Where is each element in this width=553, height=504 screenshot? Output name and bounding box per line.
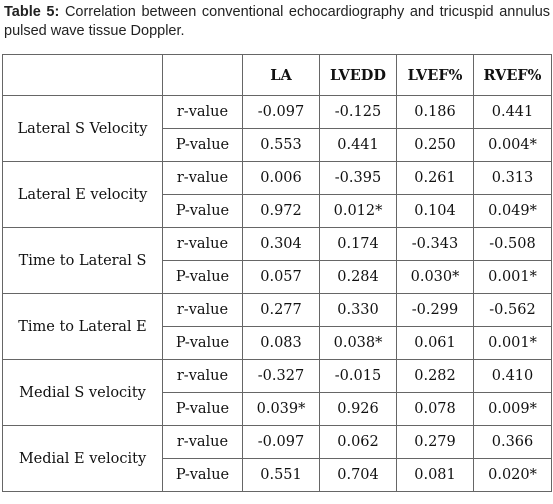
table-cell: 0.083 [242, 326, 320, 360]
table-row: P-value 0.083 0.038* 0.061 0.001* [3, 326, 552, 360]
table-cell: 0.001* [473, 260, 552, 294]
table-cell: -0.015 [319, 359, 397, 393]
table-cell: 0.004* [473, 128, 552, 162]
table-cell: 0.366 [473, 425, 552, 459]
header-cell: LVEF% [396, 54, 474, 96]
table-row: P-value 0.972 0.012* 0.104 0.049* [3, 194, 552, 228]
table-cell: 0.704 [319, 458, 397, 492]
stat-label: r-value [162, 425, 243, 459]
table-cell: 0.284 [319, 260, 397, 294]
table-cell: 0.551 [242, 458, 320, 492]
table-row: Medial E velocity r-value -0.097 0.062 0.279… [2, 425, 552, 492]
table-cell: 0.030* [396, 260, 474, 294]
table-cell: 0.926 [319, 392, 397, 426]
stat-label: P-value [162, 128, 243, 162]
table-cell: 0.441 [473, 95, 552, 129]
table-cell: 0.279 [396, 425, 474, 459]
table-cell: 0.038* [319, 326, 397, 360]
stat-label: P-value [162, 326, 243, 360]
table-cell: 0.250 [396, 128, 474, 162]
table-cell: 0.049* [473, 194, 552, 228]
header-cell: LVEDD [319, 54, 397, 96]
stat-label: P-value [162, 194, 243, 228]
table-cell: 0.006 [242, 161, 320, 195]
table-row: Lateral E velocity r-value 0.006 -0.395 0.26… [2, 161, 552, 228]
measure-label: Medial S velocity [2, 359, 163, 426]
table-cell: -0.097 [242, 95, 320, 129]
stat-label: P-value [162, 458, 243, 492]
stat-label: r-value [162, 161, 243, 195]
table-cell: 0.441 [319, 128, 397, 162]
table-cell: 0.277 [242, 293, 320, 327]
table-cell: 0.104 [396, 194, 474, 228]
caption-text: Correlation between conventional echocar… [4, 4, 551, 39]
table-cell: 0.057 [242, 260, 320, 294]
table-cell: 0.313 [473, 161, 552, 195]
table-cell: 0.009* [473, 392, 552, 426]
table-cell: 0.078 [396, 392, 474, 426]
stat-label: r-value [162, 227, 243, 261]
table-cell: -0.097 [242, 425, 320, 459]
table-cell: 0.020* [473, 458, 552, 492]
header-row: LA LVEDD LVEF% RVEF% [2, 54, 552, 96]
measure-label: Medial E velocity [2, 425, 163, 492]
table-cell: 0.061 [396, 326, 474, 360]
table-cell: 0.001* [473, 326, 552, 360]
table-cell: -0.395 [319, 161, 397, 195]
correlation-table: LA LVEDD LVEF% RVEF% Lateral S Velocity r… [2, 54, 552, 492]
table-cell: -0.508 [473, 227, 552, 261]
stat-label: P-value [162, 392, 243, 426]
table-cell: 0.282 [396, 359, 474, 393]
stat-label: P-value [162, 260, 243, 294]
table-cell: -0.562 [473, 293, 552, 327]
table-cell: 0.553 [242, 128, 320, 162]
table-cell: 0.186 [396, 95, 474, 129]
stat-label: r-value [162, 95, 243, 129]
measure-label: Time to Lateral E [2, 293, 163, 360]
header-cell: LA [242, 54, 320, 96]
table-cell: 0.062 [319, 425, 397, 459]
table-row: P-value 0.551 0.704 0.081 0.020* [3, 458, 552, 492]
stat-label: r-value [162, 293, 243, 327]
measure-label: Lateral S Velocity [2, 95, 163, 162]
table-row: Lateral S Velocity r-value -0.097 -0.125 0.1… [2, 95, 552, 162]
table-cell: -0.343 [396, 227, 474, 261]
header-cell [162, 54, 243, 96]
table-cell: 0.039* [242, 392, 320, 426]
table-cell: 0.174 [319, 227, 397, 261]
table-cell: -0.125 [319, 95, 397, 129]
table-cell: -0.327 [242, 359, 320, 393]
table-cell: 0.330 [319, 293, 397, 327]
table-cell: 0.081 [396, 458, 474, 492]
table-caption: Table 5: Correlation between conventiona… [4, 3, 550, 41]
table-cell: 0.261 [396, 161, 474, 195]
measure-label: Time to Lateral S [2, 227, 163, 294]
table-cell: 0.304 [242, 227, 320, 261]
table-cell: -0.299 [396, 293, 474, 327]
table-row: P-value 0.553 0.441 0.250 0.004* [3, 128, 552, 162]
table-row: P-value 0.039* 0.926 0.078 0.009* [3, 392, 552, 426]
header-cell: RVEF% [473, 54, 552, 96]
table-row: P-value 0.057 0.284 0.030* 0.001* [3, 260, 552, 294]
table-row: Medial S velocity r-value -0.327 -0.015 0.28… [2, 359, 552, 426]
measure-label: Lateral E velocity [2, 161, 163, 228]
stat-label: r-value [162, 359, 243, 393]
table-cell: 0.012* [319, 194, 397, 228]
table-cell: 0.972 [242, 194, 320, 228]
caption-label: Table 5: [4, 4, 60, 20]
header-cell [2, 54, 163, 96]
table-cell: 0.410 [473, 359, 552, 393]
